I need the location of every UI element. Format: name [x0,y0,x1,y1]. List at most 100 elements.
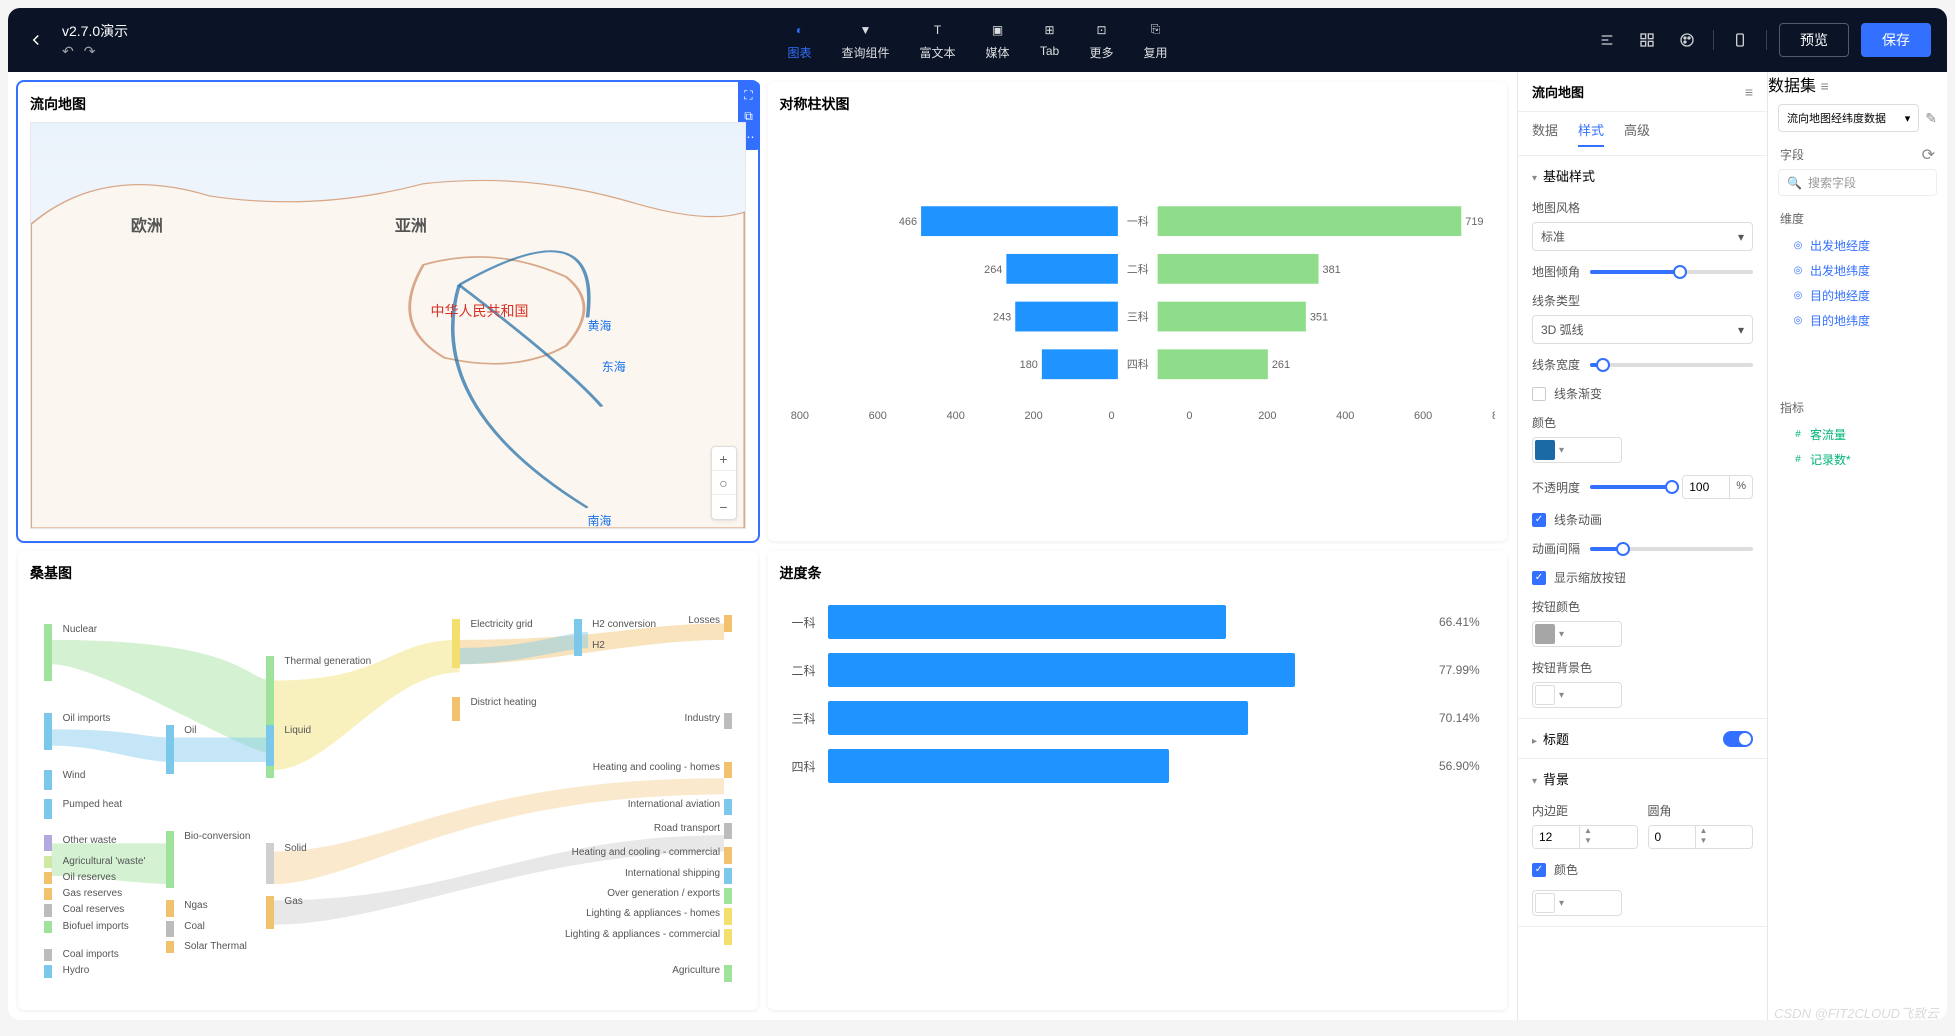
sankey-node: Electricity grid [466,619,536,630]
sankey-node: Bio-conversion [180,831,254,842]
edit-dataset-icon[interactable]: ✎ [1925,110,1937,127]
palette-icon[interactable] [1673,26,1701,54]
sankey-node: Oil [180,725,200,736]
tool-富文本[interactable]: T富文本 [905,14,969,67]
btn-color-picker[interactable]: ▾ [1532,621,1622,647]
line-type-select[interactable]: 3D 弧线▾ [1532,315,1753,344]
svg-text:243: 243 [993,312,1011,324]
sankey-chart: NuclearOil importsWindPumped heatOther w… [30,591,746,998]
card-diverging-bar[interactable]: 对称柱状图 466719一科264381二科243351三科180261四科80… [768,82,1508,541]
card-sankey[interactable]: 桑基图 NuclearOil importsWindPumped heatOth… [18,551,758,1010]
card-title: 进度条 [780,563,1496,583]
section-title[interactable]: ▸标题 [1518,719,1767,758]
radius-input[interactable]: ▲▼ [1648,825,1754,849]
card-progress[interactable]: 进度条 一科 66.41% 二科 77.99% 三科 70.14% 四科 56.… [768,551,1508,1010]
opacity-slider[interactable] [1590,485,1672,489]
tab-data[interactable]: 数据 [1532,120,1558,147]
padding-input[interactable]: ▲▼ [1532,825,1638,849]
sankey-node: Oil imports [59,713,115,724]
sankey-node: Coal reserves [59,904,129,915]
bg-color-checkbox[interactable]: ✓ [1532,863,1546,877]
sankey-node: H2 [588,640,609,651]
line-gradient-checkbox[interactable] [1532,387,1546,401]
zoom-in-button[interactable]: + [712,447,736,471]
svg-text:0: 0 [1108,410,1114,422]
dataset-select[interactable]: 流向地图经纬度数据▾ [1778,104,1919,132]
tool-查询组件[interactable]: ▼查询组件 [827,14,903,67]
btn-bg-picker[interactable]: ▾ [1532,682,1622,708]
svg-text:三科: 三科 [1126,310,1148,324]
svg-text:800: 800 [1491,410,1495,422]
metric-field[interactable]: #客流量 [1768,422,1947,447]
undo-button[interactable]: ↶ [62,43,74,60]
tool-复用[interactable]: ⎘复用 [1130,14,1182,67]
dimension-field[interactable]: ◎出发地经度 [1768,233,1947,258]
mobile-icon[interactable] [1726,26,1754,54]
tab-advanced[interactable]: 高级 [1624,120,1650,147]
map-style-select[interactable]: 标准▾ [1532,222,1753,251]
map-label: 南海 [588,512,612,529]
inspector-panel: 流向地图 ≡ 数据 样式 高级 ▾基础样式 地图风格 标准▾ 地图倾角 [1517,72,1767,1020]
metric-field[interactable]: #记录数* [1768,447,1947,472]
field-search-input[interactable]: 🔍 搜索字段 [1778,169,1937,196]
opacity-input[interactable]: % [1682,475,1753,499]
dataset-panel: 数据集 ≡ 流向地图经纬度数据▾ ✎ 字段 ⟳ 🔍 搜索字段 维度 ◎出发地经度… [1767,72,1947,1020]
dimensions-label: 维度 [1768,204,1947,233]
expand-icon[interactable]: ⛶ [744,88,752,103]
tool-更多[interactable]: ⊡更多 [1076,14,1128,67]
title-toggle[interactable] [1723,731,1753,747]
card-title: 桑基图 [30,563,746,583]
back-button[interactable] [24,28,48,52]
card-flow-map[interactable]: ⛶ ⧉ ⋯ 流向地图 + [18,82,758,541]
map-angle-slider[interactable] [1590,270,1753,274]
bg-color-picker[interactable]: ▾ [1532,890,1622,916]
dimension-field[interactable]: ◎出发地纬度 [1768,258,1947,283]
tool-图表[interactable]: ◐图表 [773,14,825,67]
sankey-node: Nuclear [59,624,101,635]
sankey-node: Heating and cooling - commercial [568,847,724,858]
svg-text:200: 200 [1258,410,1276,422]
sankey-node: Coal imports [59,949,123,960]
zoom-out-button[interactable]: − [712,495,736,519]
svg-text:719: 719 [1465,216,1483,228]
svg-text:600: 600 [868,410,886,422]
sankey-node: Biofuel imports [59,921,133,932]
preview-button[interactable]: 预览 [1779,23,1849,57]
search-icon: 🔍 [1787,176,1802,190]
zoom-control: + ○ − [711,446,737,520]
svg-text:一科: 一科 [1126,214,1148,228]
settings-icon[interactable] [1593,26,1621,54]
dimension-field[interactable]: ◎目的地纬度 [1768,308,1947,333]
map-viewport[interactable]: + ○ − 欧洲亚洲中华人民共和国黄海东海南海 [30,122,746,529]
tool-Tab[interactable]: ⊞Tab [1026,14,1074,67]
map-label: 欧洲 [131,212,163,236]
grid-icon[interactable] [1633,26,1661,54]
sankey-node: Ngas [180,900,211,911]
svg-text:261: 261 [1271,359,1289,371]
save-button[interactable]: 保存 [1861,23,1931,57]
line-anim-checkbox[interactable]: ✓ [1532,513,1546,527]
dataset-menu-icon[interactable]: ≡ [1820,78,1828,94]
fields-label: 字段 [1780,140,1816,169]
anim-interval-slider[interactable] [1590,547,1753,551]
panel-menu-icon[interactable]: ≡ [1745,84,1753,100]
section-basic-style[interactable]: ▾基础样式 [1518,156,1767,195]
line-color-picker[interactable]: ▾ [1532,437,1622,463]
card-title: 对称柱状图 [780,94,1496,114]
redo-button[interactable]: ↷ [84,43,96,60]
show-zoom-checkbox[interactable]: ✓ [1532,571,1546,585]
dimension-field[interactable]: ◎目的地经度 [1768,283,1947,308]
tab-style[interactable]: 样式 [1578,120,1604,147]
metrics-label: 指标 [1768,393,1947,422]
svg-text:400: 400 [946,410,964,422]
sankey-node: Solar Thermal [180,941,251,952]
line-width-slider[interactable] [1590,363,1753,367]
section-background[interactable]: ▾背景 [1518,759,1767,798]
refresh-fields-icon[interactable]: ⟳ [1922,145,1935,165]
tool-媒体[interactable]: ▣媒体 [972,14,1024,67]
sankey-node: Road transport [650,823,724,834]
zoom-reset-button[interactable]: ○ [712,471,736,495]
sankey-node: Over generation / exports [603,888,724,899]
map-label: 黄海 [588,317,612,334]
svg-text:466: 466 [898,216,916,228]
